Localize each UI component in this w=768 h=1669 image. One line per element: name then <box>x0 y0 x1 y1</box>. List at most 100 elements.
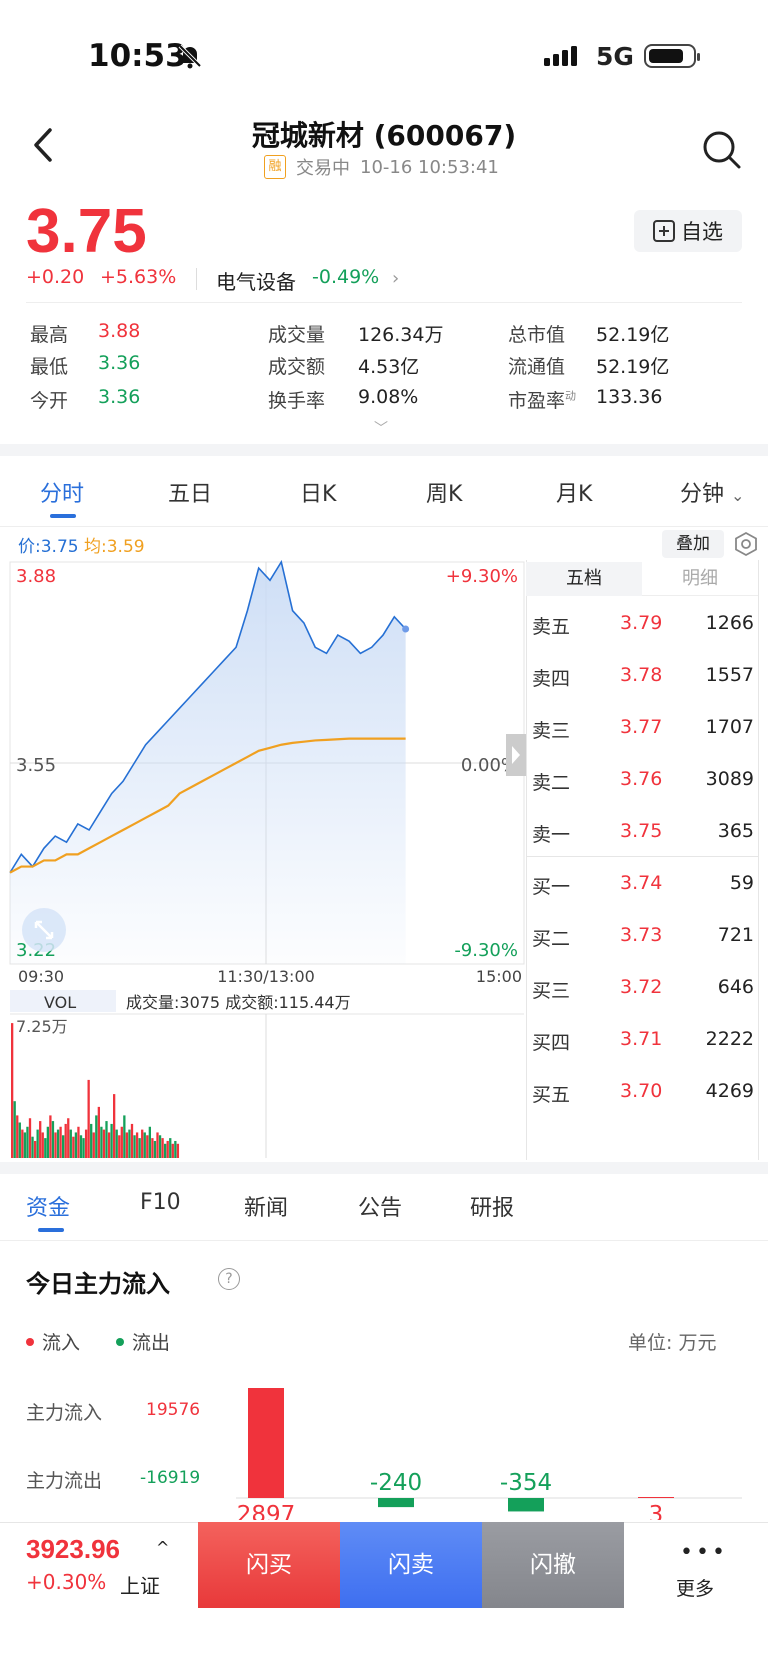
caret-up-icon[interactable]: ^ <box>156 1538 170 1557</box>
ask-vol: 1707 <box>705 716 754 738</box>
tab-weekly-k[interactable]: 周K <box>426 482 463 507</box>
pct-high-label: +9.30% <box>446 566 518 587</box>
index-value[interactable]: 3923.96 <box>26 1534 120 1564</box>
more-button[interactable]: 更多 <box>676 1578 715 1600</box>
tab-research[interactable]: 研报 <box>470 1196 515 1221</box>
volume-bar <box>161 1138 164 1158</box>
volume-bar <box>90 1123 93 1158</box>
flash-sell-button[interactable]: 闪卖 <box>340 1522 482 1608</box>
battery-icon <box>644 44 700 68</box>
stat-label: 市盈率动 <box>508 386 576 413</box>
price-change-pct: +5.63% <box>100 266 177 288</box>
tab-capital[interactable]: 资金 <box>26 1196 71 1221</box>
vol-max-label: 7.25万 <box>16 1017 68 1036</box>
back-chevron-icon[interactable] <box>24 120 64 170</box>
tab-f10[interactable]: F10 <box>140 1190 181 1215</box>
volume-bar <box>125 1132 129 1158</box>
overlay-button[interactable]: 叠加 <box>662 530 724 558</box>
stat-value: 52.19亿 <box>596 324 670 346</box>
volume-bar <box>158 1135 162 1158</box>
ask-price: 3.79 <box>620 612 663 634</box>
stat-label: 流通值 <box>508 356 566 378</box>
stat-label: 最高 <box>30 324 69 346</box>
volume-bar <box>36 1129 39 1158</box>
ask-label: 卖五 <box>532 616 571 638</box>
volume-bar <box>100 1126 103 1158</box>
flow-bar <box>638 1497 674 1498</box>
green-dot-icon <box>116 1337 124 1346</box>
legend-inflow: 流入 <box>26 1328 80 1355</box>
ask-row: 卖五 3.79 1266 <box>532 612 754 642</box>
tab-intraday[interactable]: 分时 <box>40 482 85 507</box>
tab-announcements[interactable]: 公告 <box>358 1196 403 1221</box>
more-dots-icon[interactable]: ••• <box>680 1540 728 1565</box>
tab-trade-detail[interactable]: 明细 <box>642 562 758 596</box>
chevron-down-icon: ⌄ <box>731 486 745 505</box>
volume-bar <box>82 1138 85 1158</box>
volume-bar <box>166 1140 169 1158</box>
divider <box>196 268 197 290</box>
stat-label: 换手率 <box>268 390 326 412</box>
volume-bar <box>11 1023 14 1158</box>
ask-row: 卖四 3.78 1557 <box>532 664 754 694</box>
volume-bar <box>18 1122 21 1158</box>
volume-bar <box>105 1121 108 1158</box>
help-icon[interactable]: ? <box>218 1268 240 1290</box>
inflow-label: 主力流入 <box>26 1402 103 1424</box>
volume-bar <box>115 1129 118 1158</box>
sector-change[interactable]: -0.49% <box>312 266 380 288</box>
tab-five-day[interactable]: 五日 <box>168 482 213 507</box>
ask-label: 卖一 <box>532 824 571 846</box>
sector-name[interactable]: 电气设备 <box>216 270 296 294</box>
search-icon[interactable] <box>700 128 744 172</box>
flash-cancel-button[interactable]: 闪撤 <box>482 1522 624 1608</box>
ask-label: 卖三 <box>532 720 571 742</box>
stat-value: 9.08% <box>358 386 419 408</box>
tab-five-levels[interactable]: 五档 <box>526 562 642 596</box>
flow-bar-label: -354 <box>500 1470 552 1496</box>
volume-bar <box>64 1123 67 1158</box>
bid-vol: 2222 <box>705 1028 754 1050</box>
chevron-right-icon[interactable]: › <box>392 268 400 289</box>
volume-bar <box>130 1123 134 1158</box>
vol-label: VOL <box>44 993 76 1012</box>
bid-label: 买四 <box>532 1032 571 1054</box>
volume-bar <box>138 1138 141 1158</box>
tab-minute[interactable]: 分钟 ⌄ <box>680 476 744 508</box>
volume-bar <box>33 1140 37 1158</box>
bid-price: 3.74 <box>620 872 663 894</box>
watchlist-label: 自选 <box>681 220 723 244</box>
tab-daily-k[interactable]: 日K <box>300 482 337 507</box>
intraday-chart[interactable]: 3.88 3.55 3.22 +9.30% 0.00% -9.30% 09:30… <box>0 560 526 1160</box>
play-arrow-icon[interactable] <box>512 746 520 764</box>
volume-bar <box>120 1126 123 1158</box>
ask-price: 3.75 <box>620 820 663 842</box>
price-line <box>9 560 407 874</box>
flow-bar-label: -240 <box>370 1470 422 1496</box>
x-tick-close: 15:00 <box>476 967 522 986</box>
index-name[interactable]: 上证 <box>120 1574 160 1598</box>
settings-hexagon-icon[interactable] <box>732 530 760 558</box>
volume-bar <box>39 1121 42 1158</box>
volume-bar <box>148 1126 151 1158</box>
flow-bar <box>248 1388 284 1498</box>
bid-label: 买一 <box>532 876 571 898</box>
current-price: 3.75 <box>26 197 147 266</box>
tab-monthly-k[interactable]: 月K <box>556 482 593 507</box>
expand-chevron-icon[interactable]: ﹀ <box>374 421 388 437</box>
tab-news[interactable]: 新闻 <box>244 1196 289 1221</box>
index-change[interactable]: +0.30% <box>26 1570 107 1594</box>
chart-legend: 价:3.75 均:3.59 <box>18 532 145 557</box>
flow-bar <box>508 1498 544 1512</box>
fullscreen-icon[interactable] <box>34 920 54 940</box>
divider <box>526 560 527 1160</box>
volume-bar <box>102 1129 106 1158</box>
divider <box>0 526 768 527</box>
volume-bar <box>74 1132 78 1158</box>
stat-value: 4.53亿 <box>358 356 420 378</box>
volume-bar <box>87 1079 90 1158</box>
add-watchlist-button[interactable]: 自选 <box>634 210 742 252</box>
flash-buy-button[interactable]: 闪买 <box>198 1522 340 1608</box>
ask-label: 卖四 <box>532 668 571 690</box>
bid-vol: 646 <box>717 976 754 998</box>
